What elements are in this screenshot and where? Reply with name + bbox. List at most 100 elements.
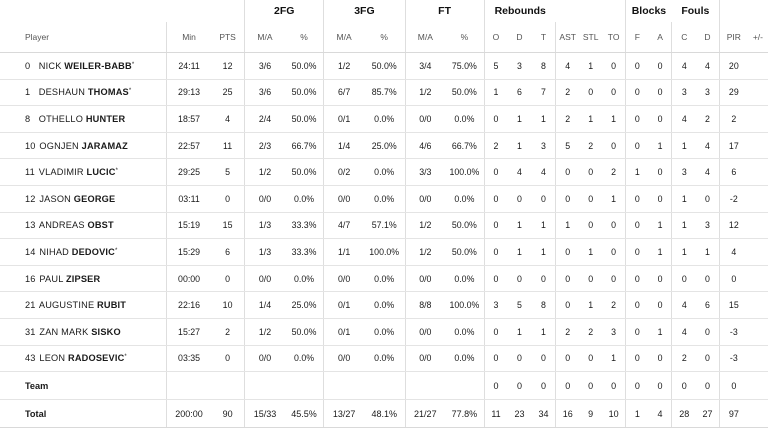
player-name-cell[interactable]: 0 NICK WEILER-BABB* — [0, 52, 168, 80]
col-3fg-pct[interactable]: % — [363, 22, 406, 53]
stat-ft-pct: 0.0% — [445, 345, 485, 373]
stat-reb-d: 3 — [507, 52, 532, 80]
player-first-name: OGNJEN — [39, 140, 79, 151]
stat-ast: 0 — [555, 345, 580, 373]
team-ast: 0 — [555, 371, 580, 401]
col-blk-f[interactable]: F — [625, 22, 649, 53]
player-number: 21 — [25, 300, 36, 311]
player-name-cell[interactable]: 13 ANDREAS OBST — [0, 212, 168, 240]
team-blk-a: 0 — [648, 371, 673, 401]
stat-reb-d: 1 — [507, 105, 532, 133]
player-first-name: DESHAUN — [38, 87, 86, 98]
player-name-cell[interactable]: 12 JASON GEORGE — [0, 185, 168, 213]
stat-pts: 0 — [210, 265, 246, 293]
col-2fg-ma[interactable]: M/A — [244, 22, 285, 53]
col-pir[interactable]: PIR — [719, 22, 748, 53]
stat-reb-t: 0 — [531, 185, 557, 213]
player-last-name: WEILER-BABB — [64, 60, 132, 71]
stat-3fg-ma: 0/1 — [323, 291, 364, 319]
player-last-name: HUNTER — [85, 113, 126, 124]
player-name-cell[interactable]: 21 AUGUSTINE RUBIT — [0, 291, 168, 319]
player-first-name: PAUL — [39, 273, 64, 284]
stat-pir: -2 — [719, 185, 748, 213]
col-foul-d[interactable]: D — [696, 22, 720, 53]
stat-3fg-pct: 0.0% — [363, 291, 406, 319]
col-2fg-pct[interactable]: % — [284, 22, 325, 53]
stat-blk-a: 0 — [648, 158, 673, 186]
stat-stl: 0 — [579, 345, 603, 373]
col-ft-pct[interactable]: % — [445, 22, 485, 53]
starter-marker: * — [124, 354, 127, 361]
stat-2fg-ma: 1/2 — [244, 158, 285, 186]
player-last-name: ZIPSER — [65, 273, 101, 284]
stat-plus-minus — [747, 105, 768, 133]
stat-pir: 29 — [719, 79, 748, 107]
stat-ast: 0 — [555, 185, 580, 213]
stat-foul-c: 4 — [671, 291, 697, 319]
col-foul-c[interactable]: C — [671, 22, 697, 53]
stat-2fg-pct: 50.0% — [284, 79, 325, 107]
player-row: 14 NIHAD DEDOVIC* 15:29 6 1/3 33.3% 1/1 100.0%… — [0, 238, 768, 266]
stat-blk-a: 1 — [648, 238, 673, 266]
column-header-row: Player Min PTS M/A % M/A % M/A % O D T A… — [0, 22, 768, 53]
player-name-cell[interactable]: 31 ZAN MARK SISKO — [0, 318, 168, 346]
player-name-cell[interactable]: 10 OGNJEN JARAMAZ — [0, 132, 168, 160]
stat-blk-a: 0 — [648, 291, 673, 319]
stat-reb-t: 1 — [531, 318, 557, 346]
stat-ast: 0 — [555, 265, 580, 293]
player-first-name: ANDREAS — [38, 220, 85, 231]
stat-stl: 0 — [579, 212, 603, 240]
stat-reb-o: 5 — [484, 52, 508, 80]
stat-3fg-pct: 0.0% — [363, 185, 406, 213]
col-reb-d[interactable]: D — [507, 22, 532, 53]
stat-reb-o: 0 — [484, 238, 508, 266]
player-name-cell[interactable]: 43 LEON RADOSEVIC* — [0, 345, 168, 373]
player-name-cell[interactable]: 14 NIHAD DEDOVIC* — [0, 238, 168, 266]
stat-min: 15:19 — [166, 212, 211, 240]
team-pir: 0 — [719, 371, 748, 401]
col-ast[interactable]: AST — [555, 22, 580, 53]
stat-pir: 20 — [719, 52, 748, 80]
stat-blk-a: 0 — [648, 105, 673, 133]
col-3fg-ma[interactable]: M/A — [323, 22, 364, 53]
stat-ft-pct: 75.0% — [445, 52, 485, 80]
stat-min: 29:13 — [166, 79, 211, 107]
stat-3fg-pct: 100.0% — [363, 238, 406, 266]
col-ft-ma[interactable]: M/A — [405, 22, 446, 53]
col-player[interactable]: Player — [0, 22, 168, 53]
col-stl[interactable]: STL — [579, 22, 603, 53]
stat-ft-ma: 8/8 — [405, 291, 446, 319]
stat-foul-d: 2 — [696, 105, 720, 133]
stat-ft-pct: 50.0% — [445, 212, 485, 240]
stat-blk-a: 0 — [648, 79, 673, 107]
stat-blk-a: 1 — [648, 132, 673, 160]
stat-3fg-ma: 6/7 — [323, 79, 364, 107]
col-to[interactable]: TO — [602, 22, 626, 53]
player-name-cell[interactable]: 11 VLADIMIR LUCIC* — [0, 158, 168, 186]
player-name-cell[interactable]: 16 PAUL ZIPSER — [0, 265, 168, 293]
stat-ast: 4 — [555, 52, 580, 80]
player-first-name: AUGUSTINE — [38, 300, 95, 311]
stat-to: 2 — [602, 291, 626, 319]
col-blk-a[interactable]: A — [648, 22, 673, 53]
player-name-cell[interactable]: 1 DESHAUN THOMAS* — [0, 79, 168, 107]
stat-3fg-ma: 0/0 — [323, 265, 364, 293]
stat-blk-f: 0 — [625, 345, 649, 373]
player-number: 10 — [25, 140, 36, 151]
stat-pts: 11 — [210, 132, 246, 160]
col-pts[interactable]: PTS — [210, 22, 246, 53]
stat-ft-ma: 3/4 — [405, 52, 446, 80]
player-name-cell[interactable]: 8 OTHELLO HUNTER — [0, 105, 168, 133]
stat-foul-d: 4 — [696, 158, 720, 186]
stat-plus-minus — [747, 291, 768, 319]
col-plus-minus[interactable]: +/- — [747, 22, 768, 53]
col-reb-t[interactable]: T — [531, 22, 557, 53]
col-reb-o[interactable]: O — [484, 22, 508, 53]
stat-foul-d: 6 — [696, 291, 720, 319]
team-label: Team — [0, 371, 168, 401]
stat-reb-d: 0 — [507, 185, 532, 213]
player-last-name: RADOSEVIC — [67, 353, 125, 364]
col-min[interactable]: Min — [166, 22, 211, 53]
stat-reb-o: 1 — [484, 79, 508, 107]
stat-blk-a: 1 — [648, 212, 673, 240]
